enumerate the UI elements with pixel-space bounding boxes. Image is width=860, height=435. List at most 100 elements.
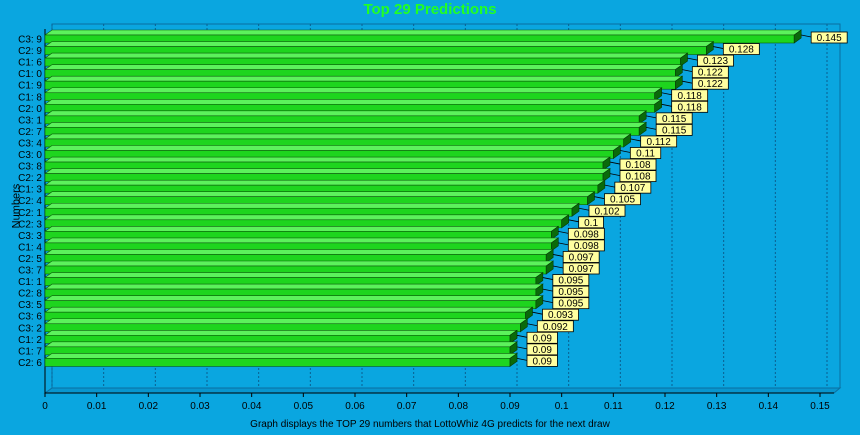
bar-top <box>44 353 518 359</box>
data-label-leader <box>532 311 543 315</box>
plot-floor <box>43 387 842 394</box>
y-tick-label: C2: 2 <box>18 173 42 184</box>
data-label-leader <box>682 69 693 73</box>
y-tick-label: C1: 8 <box>18 92 42 103</box>
y-tick-label: C1: 1 <box>18 277 42 288</box>
data-label-leader <box>542 277 553 280</box>
data-label-leader <box>687 57 698 61</box>
bar-top <box>44 64 684 70</box>
data-label-leader <box>646 115 657 119</box>
data-label: 0.102 <box>594 206 619 217</box>
data-label-box <box>526 331 558 344</box>
bar-side <box>551 225 559 240</box>
data-label-leader <box>542 300 553 304</box>
data-label-leader <box>516 346 528 350</box>
y-tick-label: C3: 0 <box>18 150 42 161</box>
data-label: 0.11 <box>636 149 655 160</box>
data-label-box <box>526 343 558 356</box>
x-tick-label: 0.13 <box>707 401 727 412</box>
x-tick-label: 0.1 <box>555 401 569 412</box>
bar-side <box>509 352 518 367</box>
bar-top <box>44 226 560 232</box>
data-label-box <box>567 239 605 252</box>
data-label-leader <box>646 127 657 130</box>
data-label: 0.108 <box>625 160 650 171</box>
y-tick-label: C1: 2 <box>18 335 42 346</box>
bar-side <box>602 156 611 171</box>
y-tick-label: C2: 4 <box>18 196 42 207</box>
data-label: 0.122 <box>698 68 723 79</box>
bar-top <box>44 133 632 140</box>
bar-side <box>571 202 580 217</box>
data-label-box <box>619 170 657 183</box>
data-label-leader <box>553 265 564 269</box>
data-label-box <box>562 251 600 263</box>
bar-top <box>44 99 663 105</box>
data-label-leader <box>661 92 672 96</box>
bar-top <box>44 318 529 325</box>
data-label-leader <box>578 207 590 211</box>
data-label-box <box>722 43 760 55</box>
data-label-box <box>552 274 590 286</box>
data-label-box <box>697 54 734 67</box>
bar-top <box>44 168 611 174</box>
bar-top <box>44 237 560 244</box>
data-label-leader <box>682 80 693 84</box>
data-label-leader <box>609 161 621 165</box>
bar-side <box>545 260 554 275</box>
data-label-box <box>588 204 626 217</box>
data-label: 0.097 <box>569 252 594 263</box>
data-label-box <box>552 297 590 310</box>
bar-side <box>597 179 606 194</box>
x-axis-label: Graph displays the TOP 29 numbers that L… <box>250 419 610 430</box>
y-tick-label: C1: 7 <box>18 346 42 357</box>
data-label-leader <box>527 323 538 327</box>
y-tick-label: C3: 1 <box>18 115 42 126</box>
data-label-leader <box>630 138 641 142</box>
data-label: 0.097 <box>569 264 594 275</box>
data-label: 0.09 <box>532 356 552 367</box>
data-label-leader <box>568 219 579 223</box>
bar-side <box>706 40 714 56</box>
bar-top <box>44 156 611 163</box>
bar-top <box>44 295 544 301</box>
y-tick-label: C2: 6 <box>18 358 42 369</box>
data-label-box <box>562 262 600 275</box>
bar-top <box>44 122 648 128</box>
data-label-leader <box>661 103 672 107</box>
data-label-box <box>655 112 693 125</box>
data-label-box <box>671 89 709 102</box>
data-label: 0.115 <box>662 125 687 136</box>
data-label-box <box>542 308 579 321</box>
data-label: 0.118 <box>678 91 703 102</box>
bar-top <box>44 145 622 151</box>
x-tick-label: 0.08 <box>449 401 469 412</box>
x-tick-label: 0.02 <box>139 401 159 412</box>
bar-top <box>44 341 518 348</box>
data-label-box <box>552 285 590 298</box>
data-label-box <box>671 100 709 113</box>
bar-top <box>44 306 534 313</box>
bar-top <box>44 110 648 117</box>
y-tick-label: C3: 9 <box>18 35 42 46</box>
data-label-leader <box>620 150 631 153</box>
data-label: 0.128 <box>729 45 754 56</box>
bar-top <box>44 179 606 186</box>
data-label-box <box>691 77 729 90</box>
bar-side <box>638 110 647 125</box>
data-label-box <box>614 181 652 194</box>
bar-side <box>509 329 518 344</box>
bar-top <box>44 52 689 59</box>
x-tick-label: 0.14 <box>759 401 779 412</box>
bar-side <box>587 191 595 206</box>
x-tick-label: 0.06 <box>345 401 365 412</box>
y-tick-label: C2: 5 <box>18 254 42 265</box>
y-tick-label: C2: 8 <box>18 289 42 300</box>
y-tick-label: C3: 5 <box>18 300 42 311</box>
data-label: 0.098 <box>574 241 599 252</box>
data-label-leader <box>801 34 812 38</box>
data-label: 0.107 <box>620 183 645 194</box>
bar-side <box>638 121 647 136</box>
y-tick-label: C3: 3 <box>18 231 42 242</box>
